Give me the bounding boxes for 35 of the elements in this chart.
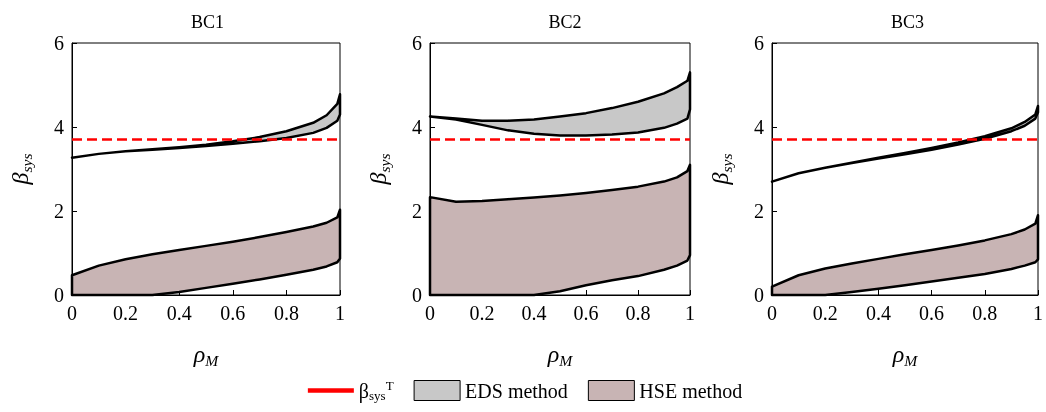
x-tick-label: 1 xyxy=(1033,302,1043,324)
y-tick-label: 4 xyxy=(54,116,64,138)
x-tick-label: 0.6 xyxy=(573,302,599,324)
y-tick-label: 6 xyxy=(412,32,422,54)
x-tick-label: 0.8 xyxy=(972,302,998,324)
chart-title: BC2 xyxy=(548,12,582,32)
x-tick-label: 0.2 xyxy=(469,302,495,324)
y-tick-label: 2 xyxy=(54,200,64,222)
x-tick-label: 1 xyxy=(685,302,695,324)
x-tick-label: 0.8 xyxy=(625,302,651,324)
x-tick-label: 0.8 xyxy=(273,302,299,324)
x-tick-label: 0.6 xyxy=(919,302,945,324)
legend-label: HSE method xyxy=(639,379,743,402)
y-tick-label: 6 xyxy=(754,32,764,54)
y-tick-label: 2 xyxy=(412,200,422,222)
x-tick-label: 0.2 xyxy=(812,302,838,324)
x-tick-label: 0.4 xyxy=(521,302,547,324)
x-tick-label: 0.2 xyxy=(113,302,139,324)
y-axis-title: βsys xyxy=(707,153,735,186)
y-tick-label: 4 xyxy=(754,116,764,138)
y-axis-title: βsys xyxy=(365,153,393,186)
x-tick-label: 0.4 xyxy=(166,302,192,324)
x-tick-label: 0.6 xyxy=(220,302,246,324)
y-tick-label: 2 xyxy=(754,200,764,222)
x-tick-label: 0.4 xyxy=(865,302,891,324)
y-tick-label: 6 xyxy=(54,32,64,54)
legend-label: EDS method xyxy=(465,379,568,402)
y-axis-title: βsys xyxy=(7,153,35,186)
chart-title: BC3 xyxy=(890,12,925,32)
x-tick-label: 1 xyxy=(335,302,345,324)
y-tick-label: 4 xyxy=(412,116,422,138)
chart-title: BC1 xyxy=(190,12,225,32)
y-tick-label: 0 xyxy=(754,284,764,306)
y-tick-label: 0 xyxy=(412,284,422,306)
y-tick-label: 0 xyxy=(54,284,64,306)
